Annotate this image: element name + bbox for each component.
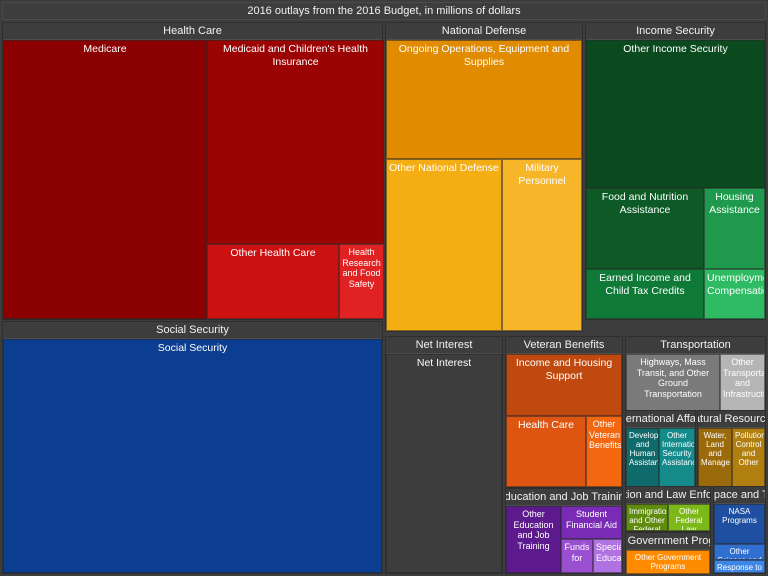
tile-income-and-housing-support[interactable]: Income and Housing Support: [506, 354, 622, 416]
tile-other-transportation-and-infrastructure[interactable]: Other Transportation and Infrastructure: [720, 354, 765, 411]
tile-ongoing-operations-equipment-and-supplies[interactable]: Ongoing Operations, Equipment and Suppli…: [386, 40, 582, 159]
group-education-and-job-training[interactable]: Education and Job Training Other Educati…: [505, 488, 623, 574]
group-immigration-and-law-enforcement[interactable]: Immigration and Law Enforcement Immigrat…: [625, 486, 711, 532]
tile-other-education-and-job-training[interactable]: Other Education and Job Training: [506, 506, 561, 573]
tile-other-international-security-assistance[interactable]: Other International Security Assistance: [659, 428, 695, 487]
tile-other-government-programs[interactable]: Other Government Programs: [626, 550, 710, 574]
group-header-other-government-programs: Other Government Programs: [626, 533, 710, 550]
group-header-immigration-and-law-enforcement: Immigration and Law Enforcement: [626, 487, 710, 504]
tile-medicaid-childrens-health-insurance[interactable]: Medicaid and Children's Health Insurance: [207, 40, 384, 244]
group-body-health-care: Medicare Medicaid and Children's Health …: [3, 40, 384, 319]
tile-funds-for[interactable]: Funds for: [561, 539, 593, 573]
tile-other-veteran-benefits[interactable]: Other Veteran Benefits: [586, 416, 622, 487]
group-other-government-programs[interactable]: Other Government Programs Other Governme…: [625, 532, 711, 574]
group-body-international-affairs: Development and Human Assistance Other I…: [626, 428, 695, 487]
group-header-health-care: Health Care: [3, 23, 382, 40]
group-science-space-and-technology[interactable]: Science, Space and Technology NASA Progr…: [713, 486, 766, 574]
tile-military-personnel[interactable]: Military Personnel: [502, 159, 582, 331]
tile-medicare[interactable]: Medicare: [3, 40, 207, 319]
group-header-transportation: Transportation: [626, 337, 765, 354]
group-header-natural-resources: Natural Resources: [698, 411, 765, 428]
tile-housing-assistance[interactable]: Housing Assistance: [704, 188, 765, 269]
group-header-veteran-benefits: Veteran Benefits: [506, 337, 622, 354]
tile-student-financial-aid[interactable]: Student Financial Aid: [561, 506, 622, 539]
group-national-defense[interactable]: National Defense Ongoing Operations, Equ…: [385, 22, 583, 332]
group-header-income-security: Income Security: [586, 23, 765, 40]
tile-other-income-security[interactable]: Other Income Security: [586, 40, 765, 188]
group-veteran-benefits[interactable]: Veteran Benefits Income and Housing Supp…: [505, 336, 623, 488]
tile-development-and-human-assistance[interactable]: Development and Human Assistance: [626, 428, 659, 487]
group-body-education-and-job-training: Other Education and Job Training Student…: [506, 506, 622, 573]
tile-response-to-natural[interactable]: Response to Natural: [714, 560, 765, 573]
group-health-care[interactable]: Health Care Medicare Medicaid and Childr…: [2, 22, 384, 320]
group-net-interest[interactable]: Net Interest Net Interest: [385, 336, 503, 574]
tile-health-research-and-food-safety[interactable]: Health Research and Food Safety: [339, 244, 384, 319]
group-header-net-interest: Net Interest: [386, 337, 502, 354]
group-body-income-security: Other Income Security Food and Nutrition…: [586, 40, 765, 319]
group-natural-resources[interactable]: Natural Resources Water, Land and Manage…: [697, 410, 766, 488]
group-body-immigration-and-law-enforcement: Immigration and Other Federal Other Fede…: [626, 504, 710, 531]
group-body-science-space-and-technology: NASA Programs Other Science and Technolo…: [714, 504, 765, 573]
group-income-security[interactable]: Income Security Other Income Security Fo…: [585, 22, 766, 320]
group-body-transportation: Highways, Mass Transit, and Other Ground…: [626, 354, 765, 411]
tile-other-health-care[interactable]: Other Health Care: [207, 244, 339, 319]
group-transportation[interactable]: Transportation Highways, Mass Transit, a…: [625, 336, 766, 412]
tile-social-security[interactable]: Social Security: [3, 339, 382, 573]
tile-nasa-programs[interactable]: NASA Programs: [714, 504, 765, 544]
tile-water-land-and-manage[interactable]: Water, Land and Manage: [698, 428, 732, 487]
group-body-natural-resources: Water, Land and Manage Pollution Control…: [698, 428, 765, 487]
group-body-social-security: Social Security: [3, 339, 382, 573]
tile-special-education[interactable]: Special Education: [593, 539, 622, 573]
tile-highways-mass-transit-ground-transportation[interactable]: Highways, Mass Transit, and Other Ground…: [626, 354, 720, 411]
tile-food-and-nutrition-assistance[interactable]: Food and Nutrition Assistance: [586, 188, 704, 269]
group-body-other-government-programs: Other Government Programs: [626, 550, 710, 574]
group-body-net-interest: Net Interest: [386, 354, 502, 573]
group-header-international-affairs: International Affairs: [626, 411, 695, 428]
group-header-education-and-job-training: Education and Job Training: [506, 489, 622, 506]
tile-other-national-defense[interactable]: Other National Defense: [386, 159, 502, 331]
tile-other-science-and-technology[interactable]: Other Science and Technology: [714, 544, 765, 560]
tile-net-interest[interactable]: Net Interest: [386, 354, 502, 573]
group-header-science-space-and-technology: Science, Space and Technology: [714, 487, 765, 504]
group-social-security[interactable]: Social Security Social Security: [2, 321, 383, 574]
tile-veteran-health-care[interactable]: Health Care: [506, 416, 586, 487]
group-header-national-defense: National Defense: [386, 23, 582, 40]
tile-unemployment-compensation[interactable]: Unemployment Compensation: [704, 269, 765, 319]
group-international-affairs[interactable]: International Affairs Development and Hu…: [625, 410, 696, 488]
tile-immigration-and-other-federal[interactable]: Immigration and Other Federal: [626, 504, 668, 531]
group-body-veteran-benefits: Income and Housing Support Health Care O…: [506, 354, 622, 487]
group-header-social-security: Social Security: [3, 322, 382, 339]
tile-earned-income-and-child-tax-credits[interactable]: Earned Income and Child Tax Credits: [586, 269, 704, 319]
tile-pollution-control-and-other[interactable]: Pollution Control and Other: [732, 428, 765, 487]
tile-other-federal-law-enforcement[interactable]: Other Federal Law Enforcement: [668, 504, 710, 531]
group-body-national-defense: Ongoing Operations, Equipment and Suppli…: [386, 40, 582, 331]
chart-title: 2016 outlays from the 2016 Budget, in mi…: [2, 2, 766, 20]
